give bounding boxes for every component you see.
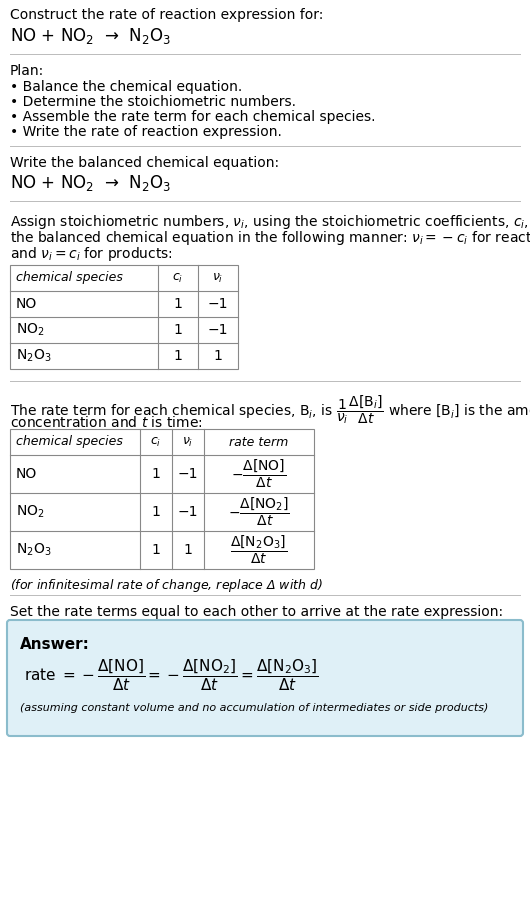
Text: chemical species: chemical species [16, 271, 123, 285]
Text: 1: 1 [152, 467, 161, 481]
Text: • Assemble the rate term for each chemical species.: • Assemble the rate term for each chemic… [10, 110, 375, 124]
Text: NO$_2$: NO$_2$ [16, 322, 45, 339]
Text: 1: 1 [152, 543, 161, 557]
Text: N$_2$O$_3$: N$_2$O$_3$ [16, 348, 51, 364]
Text: The rate term for each chemical species, B$_i$, is $\dfrac{1}{\nu_i}\dfrac{\Delt: The rate term for each chemical species,… [10, 393, 530, 426]
Text: 1: 1 [173, 323, 182, 337]
Text: (assuming constant volume and no accumulation of intermediates or side products): (assuming constant volume and no accumul… [20, 703, 488, 713]
Text: Construct the rate of reaction expression for:: Construct the rate of reaction expressio… [10, 8, 323, 22]
Text: 1: 1 [173, 297, 182, 311]
Text: (for infinitesimal rate of change, replace Δ with $d$): (for infinitesimal rate of change, repla… [10, 577, 323, 594]
Text: $\dfrac{\Delta[\mathrm{N_2O_3}]}{\Delta t}$: $\dfrac{\Delta[\mathrm{N_2O_3}]}{\Delta … [231, 534, 288, 566]
Text: Plan:: Plan: [10, 64, 44, 78]
Text: chemical species: chemical species [16, 436, 123, 449]
Text: $\nu_i$: $\nu_i$ [213, 271, 224, 285]
Text: NO + NO$_2$  →  N$_2$O$_3$: NO + NO$_2$ → N$_2$O$_3$ [10, 173, 171, 193]
Text: NO: NO [16, 467, 37, 481]
Text: NO + NO$_2$  →  N$_2$O$_3$: NO + NO$_2$ → N$_2$O$_3$ [10, 26, 171, 46]
Text: • Write the rate of reaction expression.: • Write the rate of reaction expression. [10, 125, 282, 139]
Text: • Balance the chemical equation.: • Balance the chemical equation. [10, 80, 242, 94]
Text: Assign stoichiometric numbers, $\nu_i$, using the stoichiometric coefficients, $: Assign stoichiometric numbers, $\nu_i$, … [10, 213, 530, 231]
FancyBboxPatch shape [7, 620, 523, 736]
Bar [10, 265, 238, 369]
Text: −1: −1 [208, 297, 228, 311]
Text: and $\nu_i = c_i$ for products:: and $\nu_i = c_i$ for products: [10, 245, 173, 263]
Text: 1: 1 [173, 349, 182, 363]
Text: Answer:: Answer: [20, 637, 90, 652]
Text: NO: NO [16, 297, 37, 311]
Text: the balanced chemical equation in the following manner: $\nu_i = -c_i$ for react: the balanced chemical equation in the fo… [10, 229, 530, 247]
Text: $-\dfrac{\Delta[\mathrm{NO}]}{\Delta t}$: $-\dfrac{\Delta[\mathrm{NO}]}{\Delta t}$ [232, 458, 287, 490]
Text: Write the balanced chemical equation:: Write the balanced chemical equation: [10, 156, 279, 170]
Text: Set the rate terms equal to each other to arrive at the rate expression:: Set the rate terms equal to each other t… [10, 605, 503, 619]
Bar [10, 429, 314, 569]
Text: −1: −1 [208, 323, 228, 337]
Text: $c_i$: $c_i$ [151, 436, 162, 449]
Text: rate term: rate term [229, 436, 289, 449]
Text: N$_2$O$_3$: N$_2$O$_3$ [16, 541, 51, 558]
Text: $-\dfrac{\Delta[\mathrm{NO_2}]}{\Delta t}$: $-\dfrac{\Delta[\mathrm{NO_2}]}{\Delta t… [228, 496, 290, 528]
Text: 1: 1 [183, 543, 192, 557]
Text: rate $= -\dfrac{\Delta[\mathrm{NO}]}{\Delta t} = -\dfrac{\Delta[\mathrm{NO_2}]}{: rate $= -\dfrac{\Delta[\mathrm{NO}]}{\De… [24, 657, 319, 693]
Text: 1: 1 [214, 349, 223, 363]
Text: −1: −1 [178, 467, 198, 481]
Text: • Determine the stoichiometric numbers.: • Determine the stoichiometric numbers. [10, 95, 296, 109]
Text: −1: −1 [178, 505, 198, 519]
Text: $c_i$: $c_i$ [172, 271, 183, 285]
Text: 1: 1 [152, 505, 161, 519]
Text: $\nu_i$: $\nu_i$ [182, 436, 193, 449]
Text: NO$_2$: NO$_2$ [16, 504, 45, 521]
Text: concentration and $t$ is time:: concentration and $t$ is time: [10, 415, 202, 430]
